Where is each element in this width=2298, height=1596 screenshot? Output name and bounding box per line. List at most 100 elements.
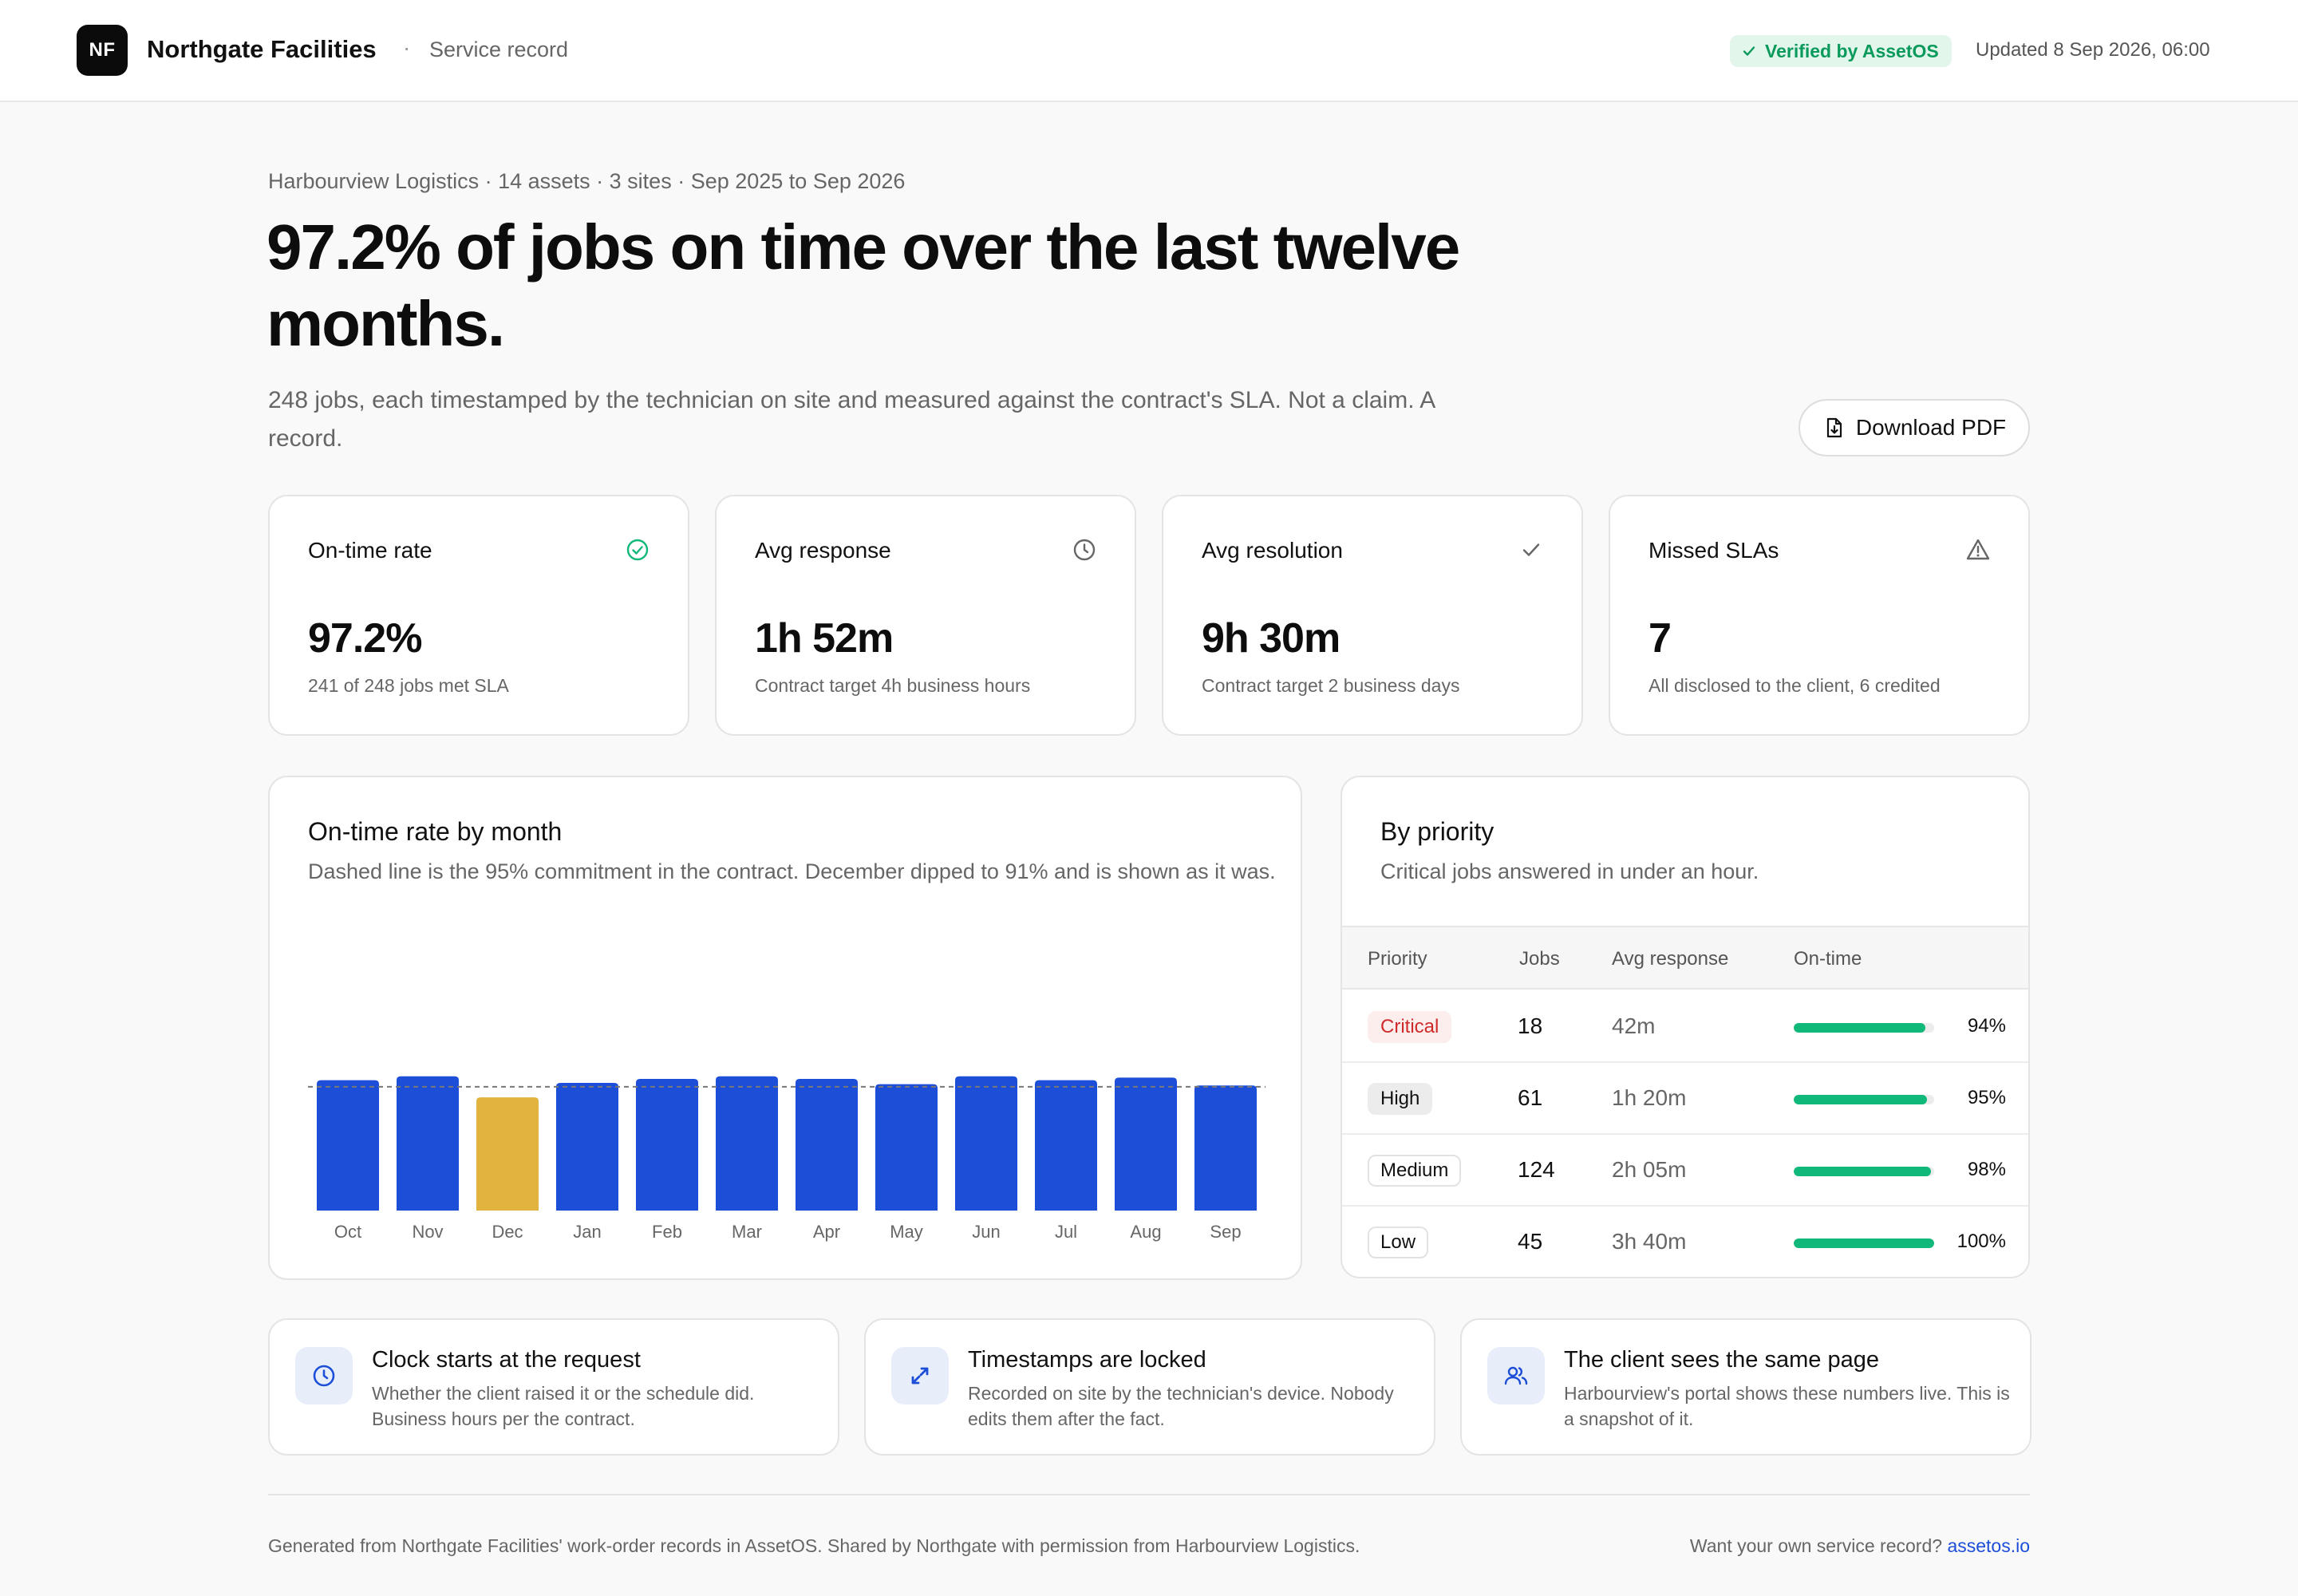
stat-label: Avg resolution (1202, 538, 1343, 563)
info-title: Timestamps are locked (968, 1347, 1206, 1373)
check-icon (1522, 543, 1540, 556)
priority-row-medium: Medium 124 2h 05m 98% (1342, 1135, 2028, 1207)
download-pdf-button[interactable]: Download PDF (1799, 399, 2030, 456)
updated-timestamp: Updated 8 Sep 2026, 06:00 (1976, 39, 2210, 61)
on-time-progress-track (1794, 1167, 1934, 1176)
avg-response-value: 3h 40m (1612, 1229, 1687, 1254)
info-icon-badge (1487, 1347, 1545, 1404)
info-icon-badge (295, 1347, 353, 1404)
verified-badge: Verified by AssetOS (1730, 35, 1952, 67)
stat-card-avg-response: Avg response 1h 52m Contract target 4h b… (715, 495, 1136, 736)
brand-separator: · (403, 35, 411, 60)
bar-jan (556, 1082, 618, 1211)
bar-feb (636, 1079, 698, 1211)
footer-cta: Want your own service record? assetos.io (1690, 1535, 2030, 1557)
on-time-percent: 95% (1967, 1087, 2006, 1108)
on-time-bar-chart: Oct Nov Dec Jan Feb Mar Apr May Jun Jul Aug Sep (308, 1076, 1265, 1242)
avg-response-value: 2h 05m (1612, 1157, 1687, 1182)
stat-value: 9h 30m (1202, 615, 1340, 662)
users-icon (1504, 1366, 1528, 1385)
on-time-percent: 94% (1967, 1015, 2006, 1037)
x-tick-label: Feb (652, 1222, 682, 1242)
stat-card-avg-resolution: Avg resolution 9h 30m Contract target 2 … (1162, 495, 1583, 736)
footer-cta-text: Want your own service record? (1689, 1535, 1943, 1556)
column-header-on-time: On-time (1794, 948, 1862, 970)
page-title: 97.2% of jobs on time over the last twel… (267, 211, 1460, 359)
stat-value: 7 (1648, 615, 1672, 662)
info-card-client-sees: The client sees the same page Harbourvie… (1460, 1318, 2031, 1456)
verified-label: Verified by AssetOS (1765, 40, 1939, 61)
bar-nov (397, 1076, 459, 1211)
bar-dec (476, 1097, 539, 1211)
bar-may (875, 1084, 938, 1211)
priority-pill: Medium (1368, 1155, 1462, 1187)
column-header-avg-response: Avg response (1612, 948, 1729, 970)
stat-note: Contract target 2 business days (1202, 675, 1460, 696)
jobs-count: 61 (1518, 1085, 1543, 1110)
info-text: Whether the client raised it or the sche… (372, 1383, 755, 1429)
x-tick-label: Jun (972, 1222, 1000, 1242)
avg-response-value: 1h 20m (1612, 1085, 1687, 1110)
on-time-progress-fill (1794, 1095, 1928, 1104)
stat-value: 1h 52m (755, 615, 894, 662)
company-logo: NF (77, 25, 128, 76)
company-name: Northgate Facilities (147, 35, 377, 63)
lock-arrows-icon (911, 1367, 929, 1385)
on-time-progress-track (1794, 1238, 1934, 1248)
priority-pill: Low (1368, 1227, 1429, 1258)
stat-card-missed-slas: Missed SLAs 7 All disclosed to the clien… (1609, 495, 2030, 736)
priority-row-low: Low 45 3h 40m 100% (1342, 1207, 2028, 1277)
monthly-chart-card: On-time rate by month Dashed line is the… (268, 776, 1302, 1280)
info-title: Clock starts at the request (372, 1347, 641, 1373)
footer-disclaimer: Generated from Northgate Facilities' wor… (268, 1535, 1360, 1556)
warning-icon (1966, 539, 1990, 560)
info-text: Harbourview's portal shows these numbers… (1564, 1383, 2010, 1429)
stat-note: All disclosed to the client, 6 credited (1648, 675, 1941, 696)
stat-label: Missed SLAs (1648, 538, 1779, 563)
chart-title: On-time rate by month (308, 817, 563, 846)
info-card-clock-starts: Clock starts at the request Whether the … (268, 1318, 839, 1456)
priority-subtitle: Critical jobs answered in under an hour. (1380, 859, 1759, 883)
on-time-percent: 98% (1967, 1159, 2006, 1180)
on-time-progress-track (1794, 1023, 1934, 1033)
bar-apr (796, 1079, 858, 1211)
info-card-timestamps-locked: Timestamps are locked Recorded on site b… (864, 1318, 1435, 1456)
priority-row-high: High 61 1h 20m 95% (1342, 1063, 2028, 1135)
stat-value: 97.2% (308, 615, 422, 662)
priority-pill: Critical (1368, 1011, 1452, 1043)
on-time-progress-fill (1794, 1023, 1926, 1033)
page-description: 248 jobs, each timestamped by the techni… (268, 387, 1435, 452)
x-tick-label: Jul (1055, 1222, 1077, 1242)
avg-response-value: 42m (1612, 1013, 1656, 1038)
bar-mar (716, 1076, 778, 1211)
footer-divider (268, 1494, 2030, 1495)
clock-icon (313, 1365, 335, 1387)
priority-table-header: Priority Jobs Avg response On-time (1342, 926, 2028, 990)
x-tick-label: May (890, 1222, 923, 1242)
x-tick-label: Nov (412, 1222, 443, 1242)
file-download-icon (1826, 417, 1842, 438)
info-text: Recorded on site by the technician's dev… (968, 1383, 1394, 1429)
priority-pill: High (1368, 1083, 1433, 1115)
check-circle-icon (626, 539, 649, 561)
jobs-count: 124 (1518, 1157, 1555, 1182)
on-time-progress-fill (1794, 1167, 1932, 1176)
x-tick-label: Apr (813, 1222, 840, 1242)
x-tick-label: Dec (492, 1222, 523, 1242)
jobs-count: 18 (1518, 1013, 1543, 1038)
stat-card-on-time-rate: On-time rate 97.2% 241 of 248 jobs met S… (268, 495, 689, 736)
bar-sep (1194, 1085, 1257, 1211)
bar-jul (1035, 1080, 1097, 1211)
x-tick-label: Oct (334, 1222, 361, 1242)
record-meta: Harbourview Logistics · 14 assets · 3 si… (268, 169, 906, 193)
bar-oct (317, 1080, 379, 1211)
info-icon-badge (891, 1347, 949, 1404)
assetos-link[interactable]: assetos.io (1947, 1535, 2030, 1556)
stat-note: 241 of 248 jobs met SLA (308, 675, 509, 696)
column-header-jobs: Jobs (1519, 948, 1560, 970)
page-subtitle: Service record (429, 38, 569, 61)
jobs-count: 45 (1518, 1229, 1543, 1254)
column-header-priority: Priority (1368, 948, 1427, 970)
x-tick-label: Jan (573, 1222, 601, 1242)
priority-card: By priority Critical jobs answered in un… (1340, 776, 2030, 1278)
